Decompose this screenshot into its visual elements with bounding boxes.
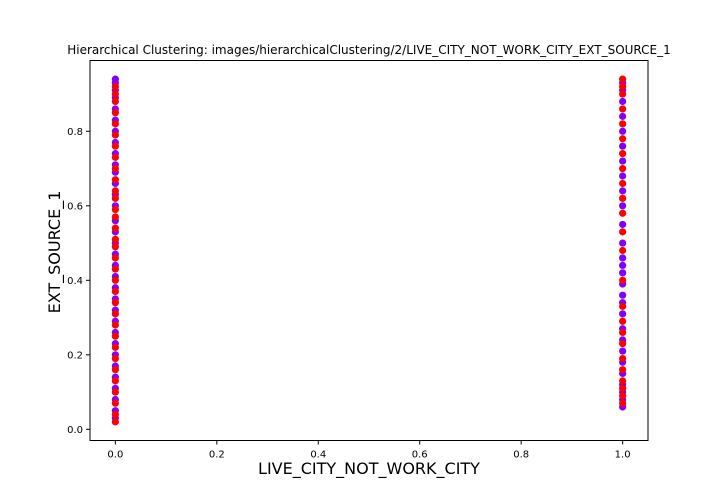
x-tick-label: 0.4 (310, 450, 326, 461)
data-point (619, 220, 627, 229)
data-point (619, 135, 627, 143)
y-ticks: 0.0 0.2 0.4 0.6 0.8 (67, 127, 90, 436)
data-point (619, 302, 627, 310)
data-point (619, 112, 627, 120)
data-point (619, 127, 627, 135)
data-point (111, 410, 119, 419)
data-point (619, 384, 627, 392)
data-point (111, 388, 119, 396)
y-tick-label: 0.0 (67, 425, 83, 436)
data-point (111, 82, 119, 91)
data-point (111, 332, 119, 340)
data-point (619, 75, 627, 83)
data-point (619, 291, 627, 299)
data-point (619, 209, 627, 217)
data-point (619, 340, 627, 348)
data-point (111, 224, 119, 232)
data-point (619, 202, 627, 210)
data-point (111, 243, 119, 251)
data-point (619, 120, 627, 128)
data-point (111, 213, 119, 221)
data-point (619, 317, 627, 325)
data-point (111, 131, 119, 139)
data-point (111, 187, 119, 195)
data-point (619, 239, 627, 247)
x-ticks: 0.0 0.2 0.4 0.6 0.8 1.0 (107, 440, 631, 461)
x-tick-label: 1.0 (615, 450, 631, 461)
data-point (111, 321, 119, 329)
data-point (111, 354, 119, 363)
data-point (619, 310, 627, 318)
data-point (111, 194, 119, 202)
data-point (111, 276, 119, 284)
data-point (619, 328, 627, 337)
data-point (619, 246, 627, 255)
data-point (619, 90, 627, 98)
data-point (111, 90, 119, 98)
data-point (111, 299, 119, 307)
data-point (619, 194, 627, 202)
data-point (111, 287, 119, 296)
data-point (111, 120, 119, 128)
data-point (619, 150, 627, 158)
data-point (619, 269, 627, 277)
chart-title: Hierarchical Clustering: images/hierarch… (67, 43, 671, 57)
plot-frame (89, 60, 649, 441)
data-point (619, 228, 627, 236)
x-axis-label: LIVE_CITY_NOT_WORK_CITY (258, 459, 480, 479)
data-point (619, 377, 627, 385)
data-point (111, 254, 119, 262)
points-layer (111, 75, 627, 426)
x-tick-label: 0.0 (107, 450, 123, 461)
data-point (619, 105, 627, 113)
y-tick-label: 0.6 (67, 201, 83, 212)
y-tick-label: 0.2 (67, 350, 83, 361)
data-point (619, 164, 627, 173)
data-point (619, 399, 627, 407)
data-point (619, 392, 627, 400)
x-tick-label: 0.6 (412, 450, 428, 461)
x-tick-label: 0.8 (513, 450, 529, 461)
data-point (619, 347, 627, 355)
data-point (111, 142, 119, 150)
data-point (111, 418, 119, 426)
data-point (619, 366, 627, 374)
data-point (619, 254, 627, 262)
data-point (619, 97, 627, 106)
data-point (619, 261, 627, 269)
y-tick-label: 0.4 (67, 276, 83, 287)
data-point (111, 366, 119, 374)
data-point (111, 176, 119, 184)
data-point (619, 82, 627, 91)
data-point (619, 276, 627, 284)
data-point (111, 97, 119, 106)
data-point (111, 377, 119, 385)
data-point (619, 142, 627, 150)
data-point (111, 310, 119, 318)
data-point (619, 179, 627, 188)
x-tick-label: 0.2 (209, 450, 225, 461)
data-point (619, 354, 627, 363)
data-point (111, 153, 119, 161)
data-point (619, 187, 627, 195)
data-point (111, 235, 119, 243)
data-point (111, 109, 119, 117)
data-point (111, 205, 119, 214)
data-point (111, 164, 119, 173)
data-point (111, 265, 119, 273)
data-point (111, 399, 119, 407)
y-axis-label: EXT_SOURCE_1 (45, 191, 65, 314)
data-point (619, 157, 627, 165)
y-tick-label: 0.8 (67, 127, 83, 138)
data-point (619, 172, 627, 180)
data-point (111, 343, 119, 351)
